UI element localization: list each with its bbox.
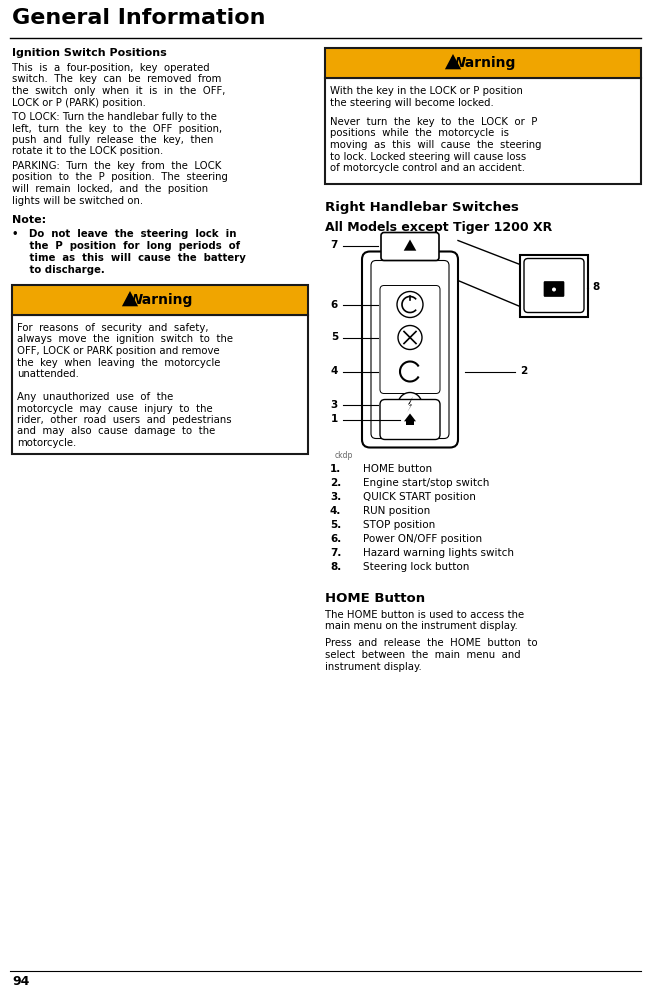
Text: 5.: 5. (330, 520, 341, 530)
Text: the steering will become locked.: the steering will become locked. (330, 97, 493, 107)
Polygon shape (122, 291, 138, 306)
Text: With the key in the LOCK or P position: With the key in the LOCK or P position (330, 86, 523, 96)
Text: lights will be switched on.: lights will be switched on. (12, 195, 143, 205)
Text: 7: 7 (331, 240, 338, 250)
Text: Warning: Warning (450, 56, 516, 70)
Text: Steering lock button: Steering lock button (363, 562, 469, 572)
Text: 8.: 8. (330, 562, 341, 572)
Text: 3.: 3. (330, 491, 341, 502)
Text: main menu on the instrument display.: main menu on the instrument display. (325, 621, 518, 631)
Text: !: ! (128, 296, 132, 305)
Polygon shape (404, 239, 416, 250)
Polygon shape (404, 413, 416, 421)
Text: 6: 6 (331, 299, 338, 309)
Text: always  move  the  ignition  switch  to  the: always move the ignition switch to the (17, 334, 233, 344)
Text: instrument display.: instrument display. (325, 662, 422, 672)
Text: moving  as  this  will  cause  the  steering: moving as this will cause the steering (330, 140, 542, 150)
Text: 7.: 7. (330, 548, 341, 558)
Text: the  switch  only  when  it  is  in  the  OFF,: the switch only when it is in the OFF, (12, 86, 225, 96)
Bar (520, 254, 588, 316)
Text: General Information: General Information (12, 8, 266, 28)
Text: Ignition Switch Positions: Ignition Switch Positions (12, 48, 167, 58)
Text: time  as  this  will  cause  the  battery: time as this will cause the battery (12, 253, 246, 263)
Polygon shape (407, 396, 413, 412)
Text: This  is  a  four-position,  key  operated: This is a four-position, key operated (12, 63, 210, 73)
Text: 4: 4 (331, 366, 338, 376)
Polygon shape (445, 54, 461, 69)
Text: !: ! (451, 59, 455, 68)
Text: Engine start/stop switch: Engine start/stop switch (363, 477, 490, 487)
Text: The HOME button is used to access the: The HOME button is used to access the (325, 610, 524, 620)
Text: Hazard warning lights switch: Hazard warning lights switch (363, 548, 514, 558)
Text: For  reasons  of  security  and  safety,: For reasons of security and safety, (17, 323, 208, 333)
Text: HOME Button: HOME Button (325, 592, 425, 605)
Text: to lock. Locked steering will cause loss: to lock. Locked steering will cause loss (330, 151, 526, 161)
Circle shape (398, 392, 422, 416)
Text: will  remain  locked,  and  the  position: will remain locked, and the position (12, 184, 208, 194)
Text: 1.: 1. (330, 463, 341, 473)
Text: PARKING:  Turn  the  key  from  the  LOCK: PARKING: Turn the key from the LOCK (12, 161, 221, 171)
Text: push  and  fully  release  the  key,  then: push and fully release the key, then (12, 135, 214, 145)
Text: TO LOCK: Turn the handlebar fully to the: TO LOCK: Turn the handlebar fully to the (12, 112, 217, 122)
Text: to discharge.: to discharge. (12, 265, 105, 275)
Text: 8: 8 (592, 282, 600, 292)
Circle shape (398, 325, 422, 349)
Text: Any  unauthorized  use  of  the: Any unauthorized use of the (17, 392, 173, 402)
Text: switch.  The  key  can  be  removed  from: switch. The key can be removed from (12, 74, 221, 84)
Text: 94: 94 (12, 975, 29, 988)
Text: RUN position: RUN position (363, 506, 430, 516)
Text: left,  turn  the  key  to  the  OFF  position,: left, turn the key to the OFF position, (12, 123, 222, 133)
Text: Press  and  release  the  HOME  button  to: Press and release the HOME button to (325, 639, 538, 649)
Text: rotate it to the LOCK position.: rotate it to the LOCK position. (12, 146, 163, 156)
Bar (325, 48, 641, 78)
Bar (406, 421, 413, 425)
Text: LOCK or P (PARK) position.: LOCK or P (PARK) position. (12, 97, 146, 107)
Text: 4.: 4. (330, 506, 341, 516)
Circle shape (552, 287, 556, 291)
Text: QUICK START position: QUICK START position (363, 491, 476, 502)
Text: OFF, LOCK or PARK position and remove: OFF, LOCK or PARK position and remove (17, 346, 219, 356)
Text: Note:: Note: (12, 215, 46, 225)
FancyBboxPatch shape (362, 251, 458, 447)
Text: ckdp: ckdp (335, 451, 353, 460)
Text: the  key  when  leaving  the  motorcycle: the key when leaving the motorcycle (17, 357, 221, 367)
Text: motorcycle.: motorcycle. (17, 438, 76, 448)
Text: 1: 1 (331, 414, 338, 424)
FancyBboxPatch shape (380, 399, 440, 439)
Bar (325, 78, 641, 183)
Text: 2: 2 (520, 366, 527, 376)
Text: positions  while  the  motorcycle  is: positions while the motorcycle is (330, 128, 509, 138)
Text: •   Do  not  leave  the  steering  lock  in: • Do not leave the steering lock in (12, 229, 236, 239)
Text: All Models except Tiger 1200 XR: All Models except Tiger 1200 XR (325, 221, 552, 234)
FancyBboxPatch shape (524, 258, 584, 312)
Text: 5: 5 (331, 332, 338, 342)
FancyBboxPatch shape (381, 232, 439, 260)
Text: motorcycle  may  cause  injury  to  the: motorcycle may cause injury to the (17, 403, 213, 413)
Text: STOP position: STOP position (363, 520, 436, 530)
Text: position  to  the  P  position.  The  steering: position to the P position. The steering (12, 172, 228, 182)
Bar (12, 315, 308, 453)
Text: Warning: Warning (128, 293, 193, 307)
Text: rider,  other  road  users  and  pedestrians: rider, other road users and pedestrians (17, 415, 232, 425)
Text: 2.: 2. (330, 477, 341, 487)
Text: Right Handlebar Switches: Right Handlebar Switches (325, 201, 519, 214)
Text: select  between  the  main  menu  and: select between the main menu and (325, 650, 521, 660)
Text: unattended.: unattended. (17, 369, 79, 379)
Text: of motorcycle control and an accident.: of motorcycle control and an accident. (330, 163, 525, 173)
Text: Power ON/OFF position: Power ON/OFF position (363, 534, 482, 544)
Text: 3: 3 (331, 399, 338, 409)
Text: HOME button: HOME button (363, 463, 432, 473)
Circle shape (397, 291, 423, 317)
Text: and  may  also  cause  damage  to  the: and may also cause damage to the (17, 426, 215, 436)
Bar (12, 285, 308, 315)
Text: 6.: 6. (330, 534, 341, 544)
Text: the  P  position  for  long  periods  of: the P position for long periods of (12, 241, 240, 251)
FancyBboxPatch shape (544, 281, 564, 296)
Text: Never  turn  the  key  to  the  LOCK  or  P: Never turn the key to the LOCK or P (330, 117, 537, 127)
